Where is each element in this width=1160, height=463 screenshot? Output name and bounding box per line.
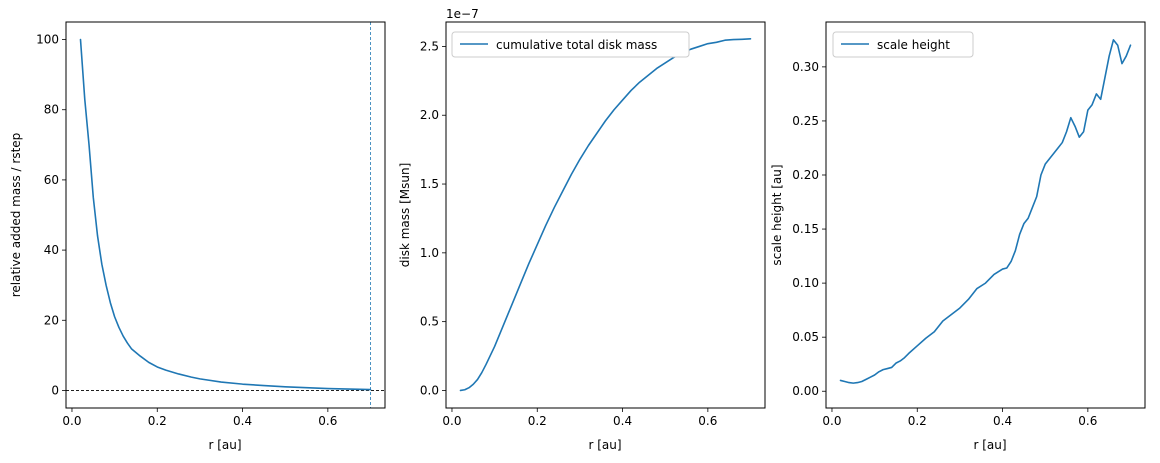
- panel-3-xtick-label: 0.4: [993, 414, 1012, 428]
- panel-2-xlabel: r [au]: [588, 438, 621, 452]
- panel-1-xlabel: r [au]: [208, 438, 241, 452]
- panel-3-yticks: 0.00 0.05 0.10 0.15 0.20 0.25 0.30: [792, 60, 826, 398]
- panel-2-ytick-label: 2.0: [420, 108, 439, 122]
- panel-1-xticks: 0.0 0.2 0.4 0.6: [62, 408, 337, 428]
- panel-1-ytick-label: 80: [44, 103, 59, 117]
- panel-2-legend-label: cumulative total disk mass: [496, 38, 657, 52]
- panel-3-xtick-label: 0.2: [908, 414, 927, 428]
- panel-3-xticks: 0.0 0.2 0.4 0.6: [822, 408, 1097, 428]
- panel-3-ytick-label: 0.25: [792, 114, 819, 128]
- panel-2-plot: [459, 38, 752, 392]
- panel-3-xlabel: r [au]: [973, 438, 1006, 452]
- panel-2-yticks: 0.0 0.5 1.0 1.5 2.0 2.5: [420, 39, 446, 397]
- panel-2-legend: cumulative total disk mass: [451, 31, 690, 58]
- panel-2-xtick-label: 0.0: [442, 414, 461, 428]
- panel-2-xtick-label: 0.6: [698, 414, 717, 428]
- panel-2-ytick-label: 0.5: [420, 315, 439, 329]
- panel-3-series-line: [839, 39, 1132, 384]
- panel-1-xtick-label: 0.6: [318, 414, 337, 428]
- panel-3-ytick-label: 0.15: [792, 222, 819, 236]
- panel-1-series-line: [79, 38, 372, 391]
- panel-3-legend-label: scale height: [877, 38, 950, 52]
- panel-2-xticks: 0.0 0.2 0.4 0.6: [442, 408, 717, 428]
- panel-1-ytick-label: 100: [36, 33, 59, 47]
- panel-3-legend-box: [832, 31, 974, 58]
- panel-3: 0.0 0.2 0.4 0.6 0.00 0.05 0.10 0.15 0.20 0.25 0.3…: [770, 21, 1146, 452]
- panel-3-ytick-label: 0.10: [792, 276, 819, 290]
- panel-2-ytick-label: 2.5: [420, 39, 439, 53]
- panel-2-ytick-label: 1.0: [420, 246, 439, 260]
- panel-1-axes-frame: [65, 21, 386, 409]
- panel-1-ylabel: relative added mass / rstep: [9, 133, 23, 298]
- panel-1-ytick-label: 40: [44, 243, 59, 257]
- panel-1-xtick-label: 0.4: [233, 414, 252, 428]
- panel-2-series-line: [459, 38, 752, 392]
- panel-3-legend: scale height: [832, 31, 974, 58]
- panel-2-legend-box: [451, 31, 690, 58]
- panel-1-xtick-label: 0.2: [148, 414, 167, 428]
- panel-1-yticks: 0 20 40 60 80 100: [36, 33, 66, 397]
- panel-2-ytick-label: 1.5: [420, 177, 439, 191]
- panel-3-ylabel: scale height [au]: [770, 164, 784, 265]
- panel-1-plot: [66, 22, 385, 408]
- panel-3-ytick-label: 0.20: [792, 168, 819, 182]
- panel-3-ytick-label: 0.30: [792, 60, 819, 74]
- panel-1-xtick-label: 0.0: [62, 414, 81, 428]
- panel-3-ytick-label: 0.00: [792, 384, 819, 398]
- panel-2: 0.0 0.2 0.4 0.6 0.0 0.5 1.0 1.5 2.0 2.5 1e−7 cum…: [398, 7, 766, 452]
- panel-1-ytick-label: 20: [44, 313, 59, 327]
- panel-1-ytick-label: 0: [51, 383, 59, 397]
- panel-1: 0.0 0.2 0.4 0.6 0 20 40 60 80 100 r [au] relativ…: [9, 21, 386, 452]
- panel-3-axes-frame: [825, 21, 1146, 409]
- panel-3-plot: [839, 39, 1132, 384]
- panel-2-ylabel: disk mass [Msun]: [398, 163, 412, 268]
- panel-3-ytick-label: 0.05: [792, 330, 819, 344]
- panel-2-ytick-label: 0.0: [420, 383, 439, 397]
- panel-3-xtick-label: 0.0: [822, 414, 841, 428]
- panel-2-offset-text: 1e−7: [446, 7, 479, 21]
- panel-2-axes-frame: [445, 21, 766, 409]
- panel-1-ytick-label: 60: [44, 173, 59, 187]
- panel-2-xtick-label: 0.2: [528, 414, 547, 428]
- panel-2-xtick-label: 0.4: [613, 414, 632, 428]
- panel-3-xtick-label: 0.6: [1078, 414, 1097, 428]
